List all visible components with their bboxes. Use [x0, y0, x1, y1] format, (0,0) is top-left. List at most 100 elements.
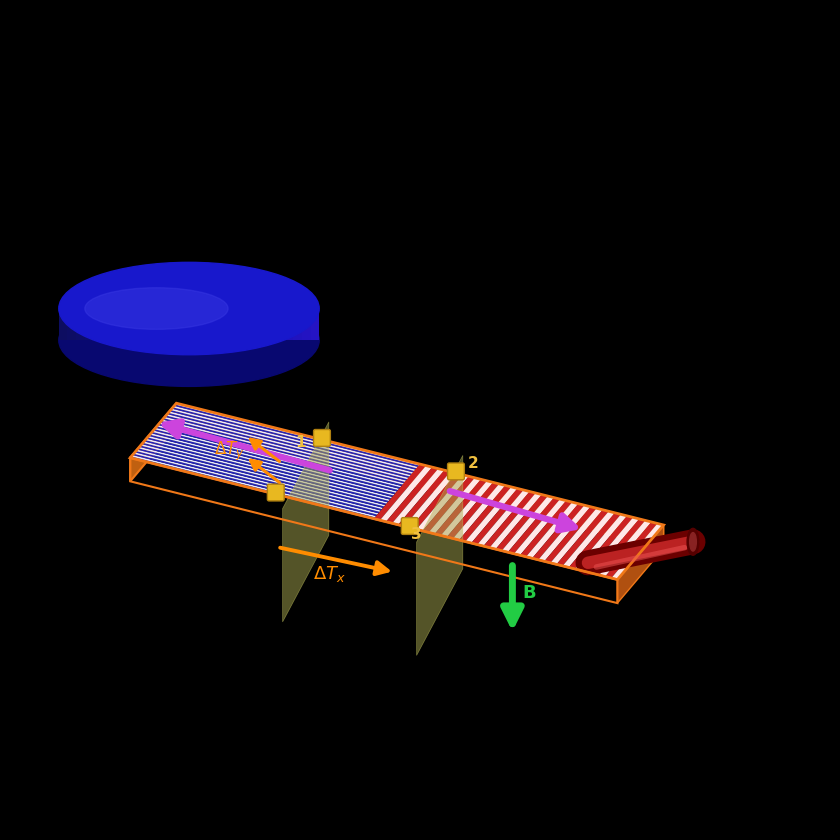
Text: B: B [522, 585, 536, 602]
Polygon shape [155, 307, 163, 340]
Polygon shape [617, 525, 664, 603]
Polygon shape [386, 467, 438, 523]
Polygon shape [173, 406, 417, 468]
Text: $\Delta T_y$: $\Delta T_y$ [214, 439, 245, 463]
Polygon shape [134, 452, 379, 515]
Polygon shape [148, 436, 392, 498]
Polygon shape [417, 455, 463, 655]
Polygon shape [587, 517, 639, 574]
FancyBboxPatch shape [313, 429, 330, 446]
Polygon shape [605, 522, 658, 578]
Polygon shape [181, 307, 189, 340]
Polygon shape [410, 473, 463, 529]
Text: 3: 3 [412, 527, 422, 542]
Polygon shape [129, 307, 137, 340]
Polygon shape [161, 419, 407, 482]
Polygon shape [477, 490, 530, 546]
Polygon shape [276, 307, 285, 340]
Polygon shape [176, 403, 420, 465]
Ellipse shape [85, 288, 228, 329]
Text: $\Delta T_x$: $\Delta T_x$ [313, 564, 346, 585]
Ellipse shape [59, 262, 319, 354]
Polygon shape [233, 307, 241, 340]
Polygon shape [550, 508, 603, 564]
Polygon shape [139, 445, 384, 507]
Polygon shape [133, 454, 377, 516]
Polygon shape [501, 496, 554, 552]
Polygon shape [145, 438, 390, 501]
Polygon shape [282, 422, 328, 622]
Polygon shape [471, 489, 523, 544]
Polygon shape [145, 307, 155, 340]
Polygon shape [593, 519, 645, 575]
Polygon shape [241, 307, 249, 340]
Polygon shape [143, 442, 388, 504]
Polygon shape [163, 307, 171, 340]
Polygon shape [172, 407, 417, 470]
Polygon shape [150, 433, 395, 496]
Ellipse shape [59, 294, 319, 386]
Polygon shape [149, 434, 393, 496]
Polygon shape [158, 423, 402, 486]
Polygon shape [197, 307, 207, 340]
Text: 2: 2 [467, 455, 478, 470]
Polygon shape [170, 410, 414, 472]
Polygon shape [215, 307, 223, 340]
Polygon shape [392, 469, 444, 525]
Polygon shape [136, 449, 381, 512]
Polygon shape [374, 464, 426, 520]
Polygon shape [417, 475, 469, 531]
Polygon shape [137, 449, 382, 511]
Polygon shape [146, 438, 391, 500]
Polygon shape [119, 307, 129, 340]
Polygon shape [423, 476, 475, 533]
Polygon shape [496, 495, 548, 551]
Polygon shape [139, 447, 383, 509]
Polygon shape [151, 432, 396, 494]
Polygon shape [380, 465, 433, 522]
Polygon shape [484, 491, 536, 548]
Polygon shape [404, 472, 457, 528]
Polygon shape [398, 470, 450, 527]
Polygon shape [130, 403, 176, 481]
Polygon shape [174, 405, 419, 467]
Polygon shape [563, 512, 615, 568]
Polygon shape [557, 510, 609, 566]
Polygon shape [581, 516, 633, 572]
Polygon shape [302, 307, 311, 340]
FancyBboxPatch shape [448, 463, 465, 480]
Polygon shape [167, 412, 412, 475]
Polygon shape [293, 307, 302, 340]
Polygon shape [155, 427, 401, 489]
Polygon shape [465, 487, 517, 543]
Polygon shape [533, 504, 585, 559]
Ellipse shape [690, 533, 696, 551]
Polygon shape [130, 456, 375, 518]
Polygon shape [259, 307, 267, 340]
Polygon shape [154, 429, 398, 491]
FancyBboxPatch shape [402, 517, 418, 534]
Polygon shape [59, 307, 67, 340]
Polygon shape [102, 307, 111, 340]
Polygon shape [447, 482, 499, 538]
Polygon shape [490, 493, 542, 549]
Polygon shape [520, 501, 572, 557]
Polygon shape [166, 414, 411, 476]
Polygon shape [544, 507, 596, 563]
Polygon shape [164, 417, 408, 479]
Polygon shape [165, 416, 410, 478]
Polygon shape [599, 521, 652, 576]
Polygon shape [267, 307, 276, 340]
Polygon shape [135, 451, 380, 513]
Polygon shape [137, 307, 145, 340]
Polygon shape [176, 403, 664, 549]
Polygon shape [144, 440, 389, 502]
Polygon shape [514, 499, 566, 555]
Polygon shape [142, 443, 386, 505]
Polygon shape [131, 455, 376, 517]
Polygon shape [111, 307, 119, 340]
Polygon shape [223, 307, 233, 340]
Polygon shape [189, 307, 197, 340]
Polygon shape [171, 307, 181, 340]
Polygon shape [207, 307, 215, 340]
